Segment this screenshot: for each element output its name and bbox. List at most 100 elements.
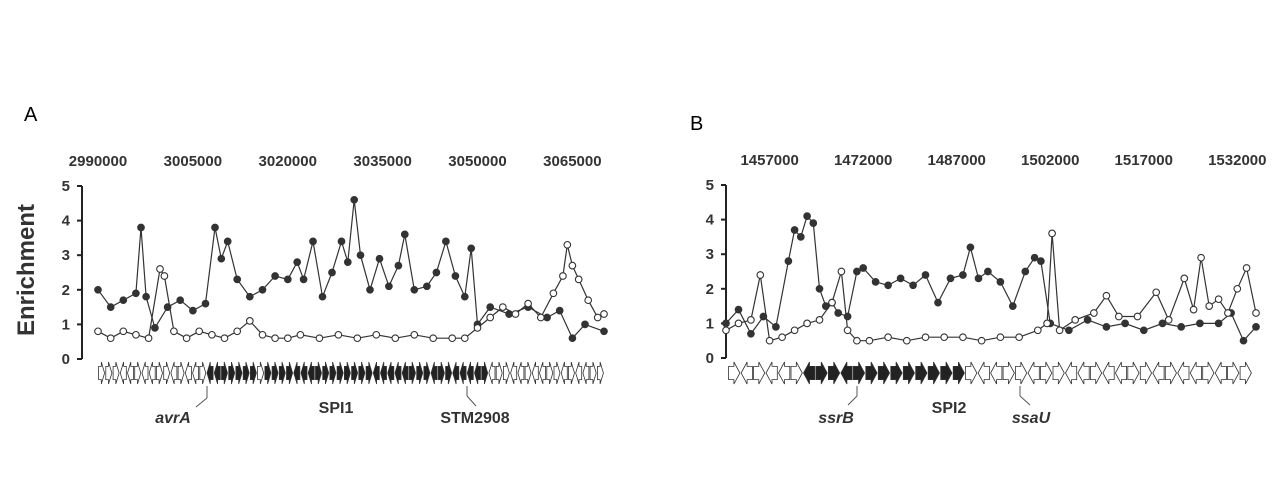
panel-b-series-filled-point-11 [821, 302, 830, 310]
panel-b-gene-arrow-23 [1015, 361, 1028, 385]
panel-b-y-tick-label-5: 5 [706, 177, 714, 194]
panel-b-gene-arrow-22 [1002, 361, 1015, 385]
panel-a-gene-arrow-18 [228, 361, 236, 385]
panel-b-series-open-point-16 [921, 333, 930, 342]
panel-b-series-open-point-23 [1043, 319, 1051, 328]
panel-a-gene-arrow-55 [495, 361, 503, 385]
panel-a-series-open-point-26 [460, 334, 469, 343]
panel-b-series-filled-point-9 [809, 219, 818, 227]
panel-b-gene-arrow-21 [990, 361, 1003, 385]
panel-b-series-open-point-22 [1033, 326, 1042, 335]
panel-b-series-open-point-12 [853, 336, 861, 345]
panel-a-gene-arrow-29 [307, 361, 315, 385]
panel-b-series-open-point-21 [1015, 333, 1023, 342]
panel-a-coord-tick-1: 3005000 [164, 153, 222, 170]
panel-a-series-open-point-11 [220, 334, 229, 343]
panel-b-series-open-point-9 [828, 298, 836, 307]
panel-a-series-open-point-22 [391, 334, 400, 343]
panel-a-gene-arrow-30 [315, 361, 322, 385]
panel-a-gene-arrow-19 [235, 361, 243, 385]
panel-a-series-open-point-12 [233, 327, 242, 336]
panel-a-series-filled-point-30 [385, 282, 393, 291]
panel-a-series-filled-point-35 [432, 268, 441, 277]
panel-a-gene-arrow-60 [531, 361, 539, 385]
panel-a-series-open-point-17 [296, 330, 305, 339]
panel-a-series-open-point-30 [511, 310, 520, 318]
panel-b-series-filled-line [725, 214, 1257, 342]
panel-b-gene-arrow-0 [728, 361, 741, 385]
panel-b-leader-ssrB-2 [847, 395, 858, 406]
panel-b-coord-tick-5: 1532000 [1208, 152, 1266, 169]
panel-b-coord-tick-4: 1517000 [1115, 152, 1173, 169]
panel-a-series-open-point-24 [429, 334, 438, 343]
panel-a-gene-arrow-35 [351, 361, 359, 385]
panel-b-series-open-point-33 [1180, 274, 1189, 283]
panel-a-gene-arrow-11 [177, 361, 185, 385]
panel-b-series-open-point-36 [1205, 302, 1214, 310]
panel-a-gene-arrow-64 [560, 361, 568, 385]
panel-b-gene-arrow-39 [1214, 361, 1227, 385]
panel-a-series-open-point-36 [568, 261, 577, 270]
panel-a-gene-arrow-45 [423, 361, 431, 385]
panel-a-series-filled-point-22 [318, 292, 327, 301]
panel-a-gene-arrow-14 [199, 361, 207, 385]
panel-a-gene-arrow-59 [524, 361, 532, 385]
panel-a-gene-arrow-6 [141, 361, 149, 385]
panel-a-series-filled-point-21 [309, 237, 317, 246]
panel-b-y-tick-label-1: 1 [706, 315, 714, 332]
panel-a-gene-arrow-28 [300, 361, 308, 385]
panel-a-series-filled-point-36 [442, 237, 450, 246]
panel-a-gene-arrow-57 [510, 361, 518, 385]
panel-a-series-filled-point-24 [337, 237, 346, 246]
panel-a-y-tick-label-4: 4 [62, 213, 71, 230]
panel-b-series-filled-point-20 [909, 281, 917, 290]
panel-a-gene-arrow-46 [430, 361, 438, 385]
panel-b-series-filled-point-32 [1037, 257, 1045, 265]
panel-b-series-open-point-1 [734, 319, 743, 328]
panel-a-gene-arrow-41 [394, 361, 402, 385]
panel-b-gene-arrow-38 [1202, 361, 1215, 385]
panel-b-series-filled-point-40 [1177, 323, 1186, 331]
panel-a-series-open-point-14 [258, 330, 267, 339]
panel-a-series-filled-point-41 [486, 303, 495, 311]
panel-a: A 2990000 3005000 3020000 3035000 3050000 306… [24, 104, 608, 427]
panel-b-series-filled-point-34 [1065, 326, 1073, 335]
panel-a-series-filled-point-3 [132, 289, 140, 298]
panel-a-series-filled-point-20 [299, 275, 308, 284]
panel-b-series-filled-point-39 [1158, 319, 1167, 328]
panel-a-gene-map [98, 361, 604, 385]
panel-b-series-open-point-39 [1233, 284, 1242, 293]
panel-b-gene-arrow-32 [1127, 361, 1140, 385]
panel-a-series-filled-point-25 [343, 258, 352, 266]
panel-b-series-open-point-8 [815, 316, 824, 324]
panel-b-coordinate-ticks: 1457000 1472000 1487000 1502000 1517000 15320… [740, 152, 1266, 169]
panel-a-series-filled-point-38 [460, 292, 469, 301]
panel-a-series-open-point-7 [170, 327, 178, 336]
panel-a-gene-arrow-34 [343, 361, 351, 385]
panel-a-series-open-point-5 [156, 265, 164, 273]
panel-a-series-filled-point-46 [568, 334, 577, 343]
panel-b-label-ssaU: ssaU [1012, 410, 1051, 427]
panel-b-gene-arrow-25 [1040, 361, 1053, 385]
panel-a-series-open-point-0 [94, 327, 102, 336]
panel-b-series-filled-point-28 [996, 278, 1005, 286]
panel-b-gene-arrow-41 [1239, 361, 1252, 385]
panel-b-series-filled-point-3 [759, 312, 768, 321]
panel-b-gene-arrow-29 [1090, 361, 1103, 385]
panel-a-series-filled-point-19 [293, 258, 302, 266]
panel-b-series-open-point-3 [756, 271, 765, 279]
panel-a-gene-arrow-17 [221, 361, 228, 385]
panel-b-series-open-point-13 [865, 336, 874, 345]
panel-a-series-open-point-37 [574, 275, 583, 284]
panel-b-series-open-point-11 [843, 326, 852, 335]
panel-a-gene-arrow-22 [257, 361, 265, 385]
panel-b-series-open-point-30 [1133, 312, 1142, 321]
panel-a-series-filled-point-8 [176, 296, 185, 305]
panel-a-series-filled-point-48 [600, 327, 608, 336]
panel-b-series-open-point-38 [1224, 309, 1232, 317]
panel-a-gene-arrow-5 [134, 361, 142, 385]
panel-a-series-filled-point-33 [410, 285, 419, 294]
panel-a-series-filled-point-26 [350, 195, 359, 204]
panel-a-gene-arrow-0 [98, 361, 106, 385]
panel-b-series-filled-point-35 [1083, 316, 1092, 324]
